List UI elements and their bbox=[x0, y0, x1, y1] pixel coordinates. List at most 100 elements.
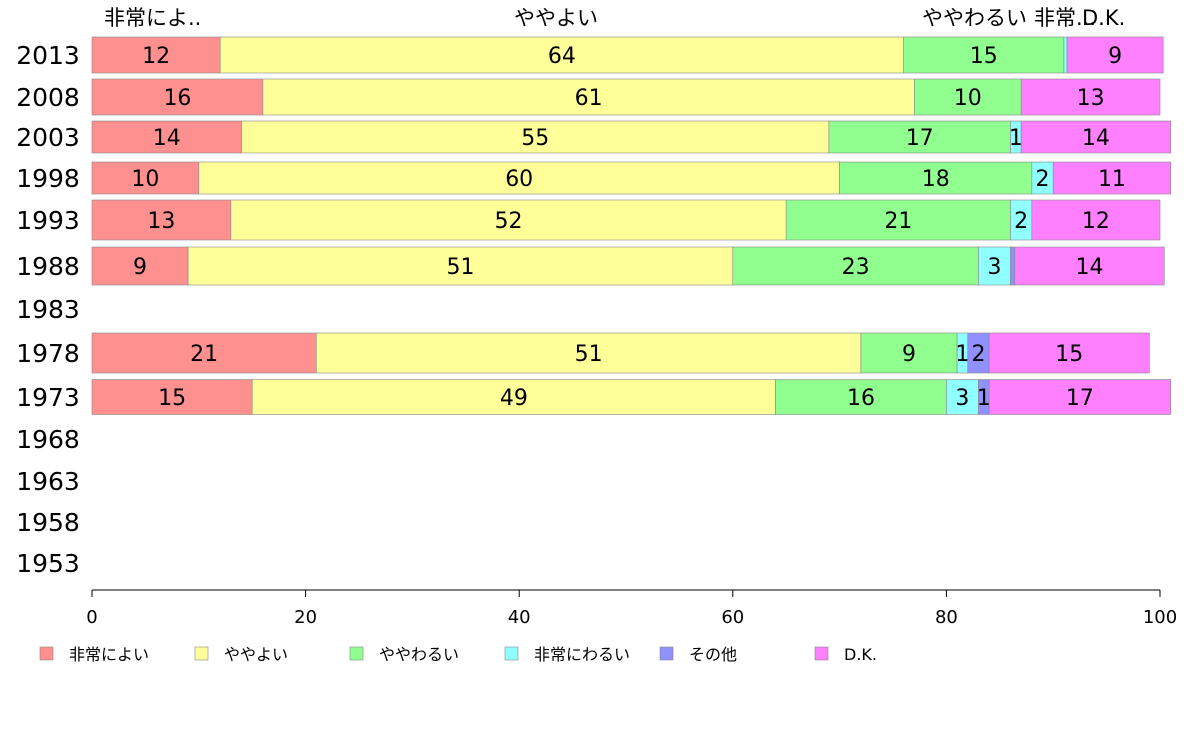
data-label: 13 bbox=[1077, 86, 1105, 111]
data-label: 1 bbox=[955, 342, 969, 367]
x-tick-label: 0 bbox=[86, 607, 97, 628]
bar-segment bbox=[219, 36, 904, 74]
bar-segment bbox=[91, 199, 232, 241]
y-tick-label: 2013 bbox=[16, 41, 80, 70]
data-label: 10 bbox=[954, 86, 982, 111]
column-header-label: D.K. bbox=[1082, 6, 1125, 30]
legend-swatch bbox=[39, 646, 54, 661]
data-label: 16 bbox=[847, 386, 875, 411]
x-tick-label: 20 bbox=[294, 607, 317, 628]
legend-swatch bbox=[659, 646, 674, 661]
data-label: 2 bbox=[1036, 167, 1050, 192]
data-label: 9 bbox=[902, 342, 916, 367]
bar-segment bbox=[241, 120, 830, 154]
column-header-label: 非常によ.. bbox=[104, 6, 201, 30]
data-label: 12 bbox=[142, 44, 170, 69]
y-tick-label: 1988 bbox=[16, 252, 80, 281]
legend-label: 非常によい bbox=[69, 645, 149, 664]
data-label: 52 bbox=[495, 209, 523, 234]
legend-label: ややわるい bbox=[379, 645, 459, 664]
y-tick-label: 1993 bbox=[16, 206, 80, 235]
bar-segment bbox=[988, 379, 1171, 415]
data-label: 18 bbox=[922, 167, 950, 192]
x-tick-label: 80 bbox=[935, 607, 958, 628]
legend-swatch bbox=[194, 646, 209, 661]
data-label: 9 bbox=[133, 255, 147, 280]
data-label: 9 bbox=[1108, 44, 1122, 69]
bar-segment bbox=[198, 161, 840, 195]
data-label: 61 bbox=[575, 86, 603, 111]
bar-segment bbox=[1020, 78, 1161, 116]
data-label: 23 bbox=[842, 255, 870, 280]
data-label: 21 bbox=[190, 342, 218, 367]
data-label: 1 bbox=[1009, 126, 1023, 151]
data-label: 3 bbox=[955, 386, 969, 411]
bar-segment bbox=[262, 78, 915, 116]
data-label: 51 bbox=[446, 255, 474, 280]
bar-segment bbox=[1063, 36, 1068, 74]
legend-label: D.K. bbox=[844, 645, 877, 664]
bar-segment bbox=[988, 332, 1150, 374]
y-tick-label: 1968 bbox=[16, 425, 80, 454]
bar-segment bbox=[860, 332, 958, 374]
column-header-label: ややわるい bbox=[922, 6, 1027, 30]
y-tick-label: 1953 bbox=[16, 549, 80, 578]
data-label: 12 bbox=[1082, 209, 1110, 234]
data-label: 55 bbox=[521, 126, 549, 151]
data-label: 13 bbox=[147, 209, 175, 234]
bar-segment bbox=[1014, 246, 1165, 286]
bar-segment bbox=[1031, 199, 1161, 241]
legend-item: ややよい bbox=[194, 645, 288, 664]
y-tick-label: 1958 bbox=[16, 508, 80, 537]
bar-segment bbox=[785, 199, 1011, 241]
data-label: 2 bbox=[971, 342, 985, 367]
data-label: 17 bbox=[906, 126, 934, 151]
legend-label: ややよい bbox=[224, 645, 288, 664]
data-label: 17 bbox=[1066, 386, 1094, 411]
bar-segment bbox=[187, 246, 734, 286]
bar-segment bbox=[91, 36, 221, 74]
data-label: 60 bbox=[505, 167, 533, 192]
bar-segment bbox=[91, 120, 242, 154]
bar-segment bbox=[914, 78, 1022, 116]
data-label: 10 bbox=[131, 167, 159, 192]
bar-segment bbox=[839, 161, 1033, 195]
y-tick-label: 1983 bbox=[16, 295, 80, 324]
bar-segment bbox=[1020, 120, 1171, 154]
data-label: 15 bbox=[970, 44, 998, 69]
legend: 非常によい ややよい ややわるい 非常にわるい その他 D.K. bbox=[39, 645, 877, 664]
bar-segment bbox=[946, 379, 979, 415]
legend-item: 非常にわるい bbox=[504, 645, 630, 664]
y-tick-label: 1973 bbox=[16, 383, 80, 412]
bar-segment bbox=[91, 78, 264, 116]
data-label: 14 bbox=[1076, 255, 1104, 280]
data-label: 3 bbox=[987, 255, 1001, 280]
y-tick-label: 1963 bbox=[16, 467, 80, 496]
data-label: 15 bbox=[1055, 342, 1083, 367]
bar-segment bbox=[91, 246, 189, 286]
data-label: 21 bbox=[884, 209, 912, 234]
bar-segment bbox=[91, 379, 253, 415]
bar-segment bbox=[1066, 36, 1164, 74]
legend-item: 非常によい bbox=[39, 645, 149, 664]
y-tick-label: 2008 bbox=[16, 83, 80, 112]
legend-swatch bbox=[814, 646, 829, 661]
column-header-labels: 非常によ.. ややよい ややわるい 非常...D.K. bbox=[104, 6, 1125, 30]
data-label: 2 bbox=[1014, 209, 1028, 234]
data-label: 14 bbox=[153, 126, 181, 151]
legend-item: ややわるい bbox=[349, 645, 459, 664]
bar-segment bbox=[91, 332, 317, 374]
legend-item: その他 bbox=[659, 645, 737, 664]
y-axis-labels: 2013 2008 2003 1998 1993 1988 1983 1978 1973 1968… bbox=[16, 41, 80, 578]
bar-segment bbox=[775, 379, 947, 415]
column-header-label: 非常... bbox=[1034, 6, 1096, 30]
x-tick-label: 100 bbox=[1143, 607, 1177, 628]
bar-segment bbox=[1010, 246, 1016, 286]
legend-label: 非常にわるい bbox=[534, 645, 630, 664]
legend-swatch bbox=[349, 646, 364, 661]
bar-segment bbox=[251, 379, 776, 415]
x-axis: 0 20 40 60 80 100 bbox=[86, 589, 1177, 628]
y-tick-label: 2003 bbox=[16, 123, 80, 152]
